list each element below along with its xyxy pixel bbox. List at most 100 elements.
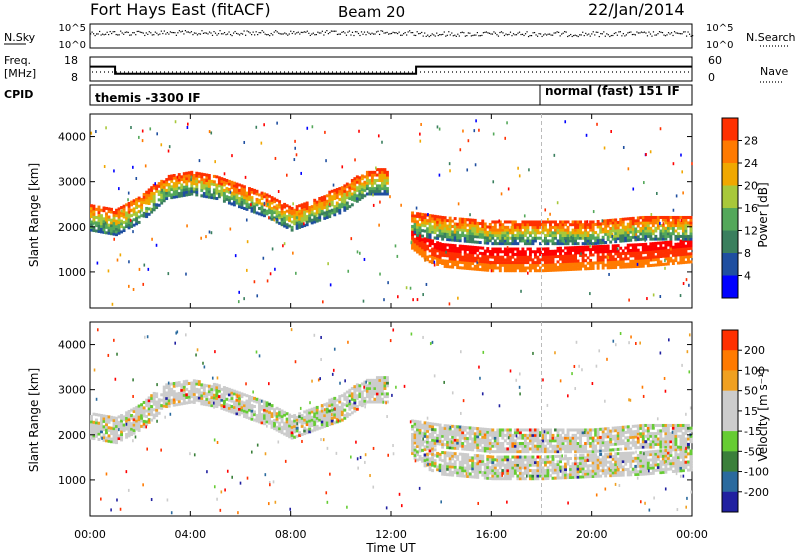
- freq-label-1: Freq.: [4, 54, 31, 67]
- echo-cell: [544, 266, 547, 270]
- echo-cell: [594, 464, 598, 468]
- echo-cell: [217, 192, 221, 196]
- echo-cell: [431, 255, 435, 259]
- echo-cell: [478, 262, 482, 266]
- echo-cell: [641, 218, 645, 222]
- echo-cell: [290, 433, 294, 437]
- echo-cell: [521, 460, 525, 464]
- echo-cell: [661, 462, 665, 466]
- echo-cell: [634, 473, 638, 477]
- noise-point: [111, 32, 113, 35]
- echo-cell: [533, 460, 537, 464]
- echo-cell: [426, 258, 430, 262]
- echo-cell: [544, 471, 547, 475]
- echo-cell: [225, 408, 229, 412]
- echo-cell: [641, 224, 645, 228]
- echo-cell: [518, 231, 522, 235]
- echo-cell: [501, 223, 505, 227]
- echo-cell: [606, 455, 610, 459]
- echo-cell: [360, 190, 364, 194]
- noise-point: [658, 31, 661, 33]
- echo-cell: [624, 262, 628, 266]
- echo-cell: [556, 265, 560, 269]
- echo-cell: [466, 472, 470, 476]
- echo-cell: [438, 215, 442, 219]
- echo-cell: [576, 464, 580, 468]
- echo-cell: [448, 454, 452, 458]
- echo-cell: [518, 258, 522, 262]
- echo-cell: [463, 458, 467, 462]
- echo-cell: [611, 221, 615, 225]
- echo-cell: [90, 436, 93, 440]
- echo-cell: [569, 470, 572, 474]
- echo-cell: [102, 228, 106, 232]
- echo-cell: [438, 458, 442, 462]
- echo-cell: [626, 238, 630, 242]
- echo-cell: [368, 192, 372, 196]
- echo-cell: [195, 382, 199, 386]
- noise-point: [186, 31, 188, 33]
- echo-cell: [348, 413, 352, 417]
- echo-cell: [629, 243, 633, 247]
- echo-cell: [310, 418, 314, 422]
- noise-point: [160, 30, 162, 32]
- echo-cell: [629, 217, 633, 221]
- echo-cell: [566, 476, 570, 480]
- echo-cell: [260, 194, 264, 198]
- noise-point: [604, 35, 606, 37]
- noise-point: [359, 34, 361, 37]
- noise-point: [162, 32, 164, 35]
- scatter-cell: [607, 256, 610, 260]
- echo-cell: [268, 408, 271, 412]
- scatter-cell: [325, 159, 327, 163]
- echo-cell: [273, 408, 277, 412]
- echo-cell: [330, 419, 334, 423]
- noise-point: [348, 30, 351, 32]
- echo-cell: [511, 223, 515, 227]
- echo-cell: [340, 405, 344, 409]
- echo-cell: [333, 402, 337, 406]
- noise-point: [184, 30, 187, 32]
- echo-cell: [516, 477, 520, 481]
- echo-cell: [453, 236, 457, 240]
- echo-cell: [278, 429, 282, 433]
- echo-cell: [127, 426, 131, 430]
- noise-point: [103, 34, 105, 36]
- echo-cell: [92, 229, 96, 233]
- echo-cell: [105, 420, 108, 424]
- echo-cell: [659, 229, 663, 233]
- echo-cell: [646, 458, 650, 462]
- echo-cell: [471, 459, 475, 463]
- echo-cell: [175, 195, 179, 199]
- echo-cell: [443, 453, 447, 457]
- echo-cell: [446, 229, 450, 233]
- echo-cell: [671, 261, 675, 265]
- echo-cell: [283, 202, 287, 206]
- echo-cell: [320, 412, 324, 416]
- echo-cell: [596, 236, 600, 240]
- echo-cell: [676, 215, 680, 219]
- echo-cell: [601, 230, 605, 234]
- echo-cell: [330, 203, 334, 207]
- echo-cell: [611, 263, 615, 267]
- echo-cell: [574, 225, 578, 229]
- echo-cell: [436, 234, 440, 238]
- echo-cell: [483, 265, 487, 269]
- echo-cell: [669, 234, 673, 238]
- echo-cell: [175, 381, 179, 385]
- echo-cell: [202, 394, 206, 398]
- echo-cell: [448, 265, 452, 269]
- echo-cell: [631, 248, 635, 252]
- echo-cell: [125, 211, 129, 215]
- echo-cell: [428, 254, 432, 258]
- echo-cell: [185, 187, 189, 191]
- noise-point: [248, 31, 250, 33]
- echo-cell: [250, 409, 254, 413]
- echo-cell: [182, 396, 186, 400]
- echo-cell: [365, 384, 369, 388]
- echo-cell: [431, 230, 435, 234]
- echo-cell: [313, 417, 317, 421]
- echo-cell: [441, 232, 445, 236]
- echo-cell: [556, 465, 560, 469]
- echo-cell: [162, 185, 166, 189]
